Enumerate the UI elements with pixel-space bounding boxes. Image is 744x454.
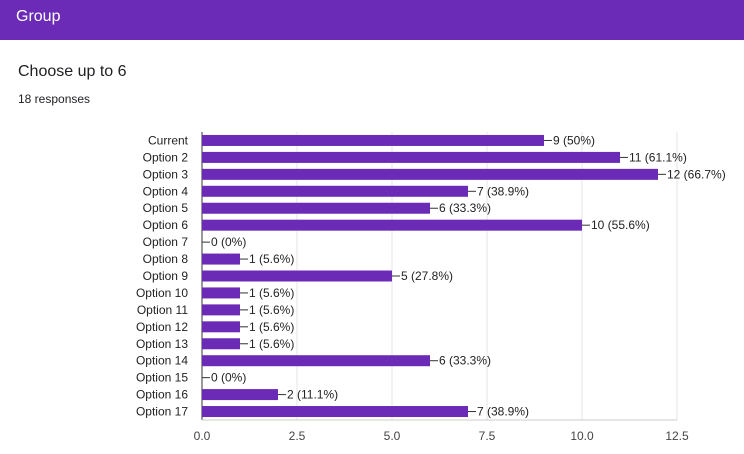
value-label: 10 (55.6%): [591, 218, 650, 232]
value-label: 7 (38.9%): [477, 405, 529, 419]
value-label: 0 (0%): [211, 235, 246, 249]
bar: [202, 202, 430, 214]
value-label: 0 (0%): [211, 371, 246, 385]
value-label: 6 (33.3%): [439, 354, 491, 368]
value-label: 12 (66.7%): [667, 167, 726, 181]
category-label: Option 6: [143, 218, 189, 232]
category-label: Option 4: [143, 184, 189, 198]
form-header: Group: [0, 0, 744, 40]
value-label: 7 (38.9%): [477, 184, 529, 198]
question-title: Choose up to 6: [18, 63, 127, 80]
category-label: Option 13: [136, 337, 188, 351]
response-count: 18 responses: [18, 92, 91, 106]
bar: [202, 389, 278, 401]
x-tick-label: 10.0: [570, 429, 594, 443]
value-label: 1 (5.6%): [249, 337, 294, 351]
category-label: Current: [148, 133, 189, 147]
bar: [202, 185, 468, 197]
x-tick-label: 2.5: [289, 429, 306, 443]
category-label: Option 10: [136, 286, 188, 300]
value-label: 1 (5.6%): [249, 320, 294, 334]
bar: [202, 168, 658, 180]
value-label: 6 (33.3%): [439, 201, 491, 215]
bar: [202, 338, 240, 350]
header-title: Group: [16, 8, 61, 25]
value-label: 5 (27.8%): [401, 269, 453, 283]
value-label: 1 (5.6%): [249, 286, 294, 300]
category-label: Option 12: [136, 320, 188, 334]
value-label: 1 (5.6%): [249, 303, 294, 317]
value-label: 11 (61.1%): [629, 150, 687, 164]
category-label: Option 15: [136, 371, 188, 385]
x-tick-label: 5.0: [384, 429, 401, 443]
x-tick-label: 7.5: [479, 429, 496, 443]
bar: [202, 219, 582, 231]
category-label: Option 2: [143, 150, 189, 164]
bar: [202, 304, 240, 316]
value-label: 9 (50%): [553, 133, 595, 147]
bar: [202, 287, 240, 299]
value-label: 2 (11.1%): [287, 388, 338, 402]
bar: [202, 253, 240, 265]
category-label: Option 3: [143, 167, 189, 181]
bar: [202, 355, 430, 367]
bar: [202, 134, 544, 146]
x-tick-label: 12.5: [665, 429, 689, 443]
category-label: Option 17: [136, 405, 188, 419]
category-label: Option 11: [137, 303, 188, 317]
bar: [202, 321, 240, 333]
category-label: Option 9: [143, 269, 189, 283]
category-label: Option 14: [136, 354, 188, 368]
x-tick-label: 0.0: [194, 429, 211, 443]
value-label: 1 (5.6%): [249, 252, 294, 266]
category-label: Option 5: [143, 201, 189, 215]
bar: [202, 151, 620, 163]
category-label: Option 8: [143, 252, 189, 266]
bar: [202, 270, 392, 282]
bar: [202, 406, 468, 418]
category-label: Option 7: [143, 235, 189, 249]
category-label: Option 16: [136, 388, 188, 402]
